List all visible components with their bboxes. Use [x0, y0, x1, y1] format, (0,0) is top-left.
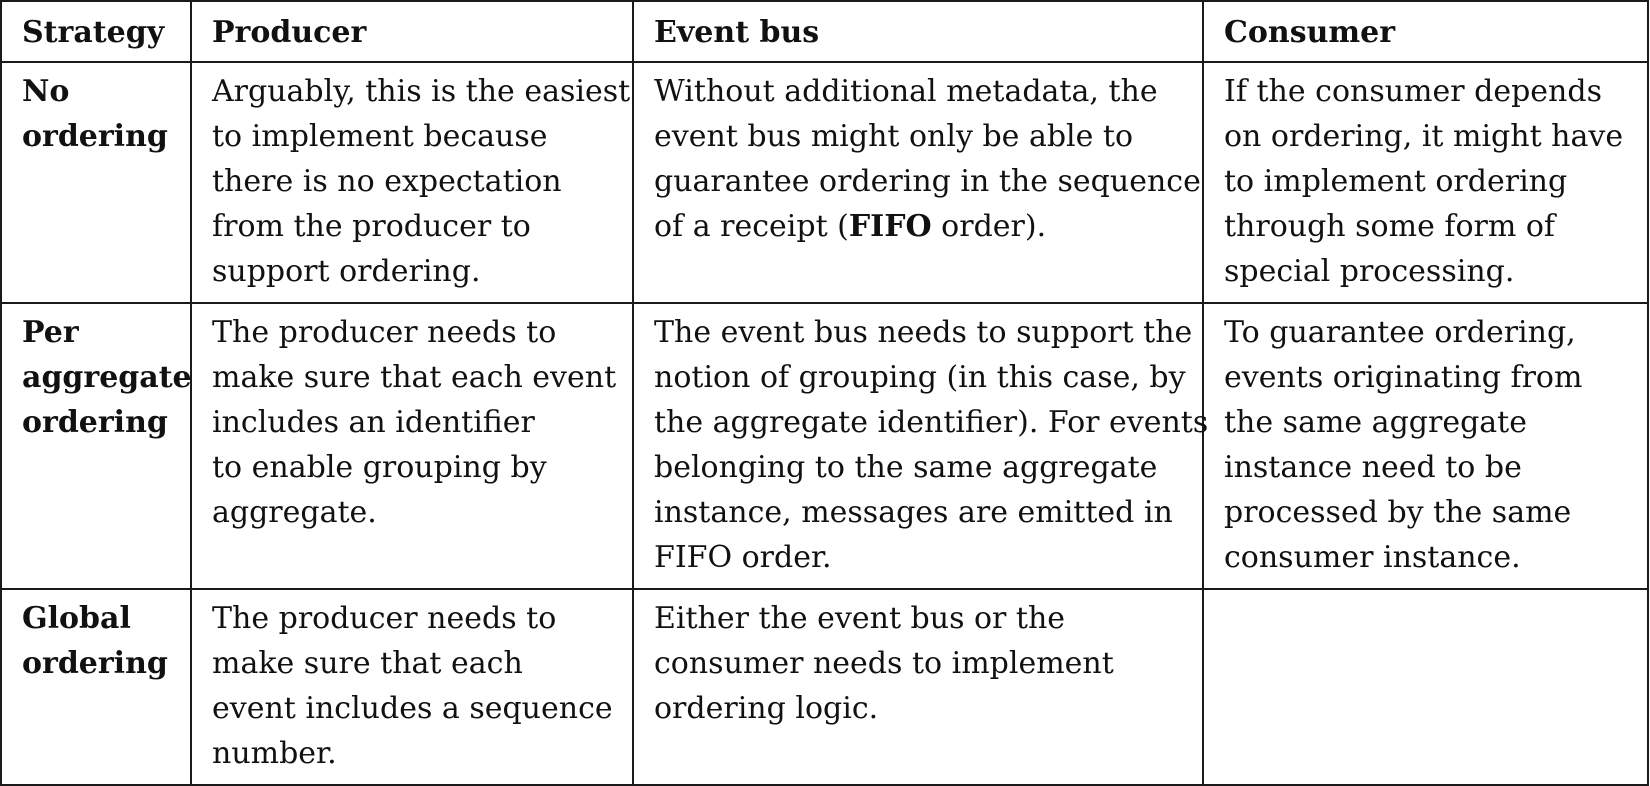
strategy-cell: Global ordering — [0, 588, 192, 786]
strategy-line: aggregate — [22, 360, 192, 395]
cell-line: special processing. — [1224, 254, 1515, 289]
table-row: Per aggregate ordering The producer need… — [0, 302, 1649, 590]
cell-line: guarantee ordering in the sequence — [654, 164, 1201, 199]
producer-cell: The producer needs to make sure that eac… — [190, 588, 634, 786]
cell-line: events originating from — [1224, 360, 1583, 395]
cell-line: instance, messages are emitted in — [654, 495, 1173, 530]
fifo-term: FIFO — [848, 209, 932, 244]
consumer-cell: If the consumer depends on ordering, it … — [1202, 61, 1649, 304]
cell-line: event bus might only be able to — [654, 119, 1134, 154]
cell-line: there is no expectation — [212, 164, 562, 199]
cell-line: support ordering. — [212, 254, 481, 289]
cell-line: The producer needs to — [212, 601, 557, 636]
fifo-suffix: order). — [931, 209, 1047, 244]
cell-line: The producer needs to — [212, 315, 557, 350]
strategy-cell: Per aggregate ordering — [0, 302, 192, 590]
cell-line: includes an identifier — [212, 405, 535, 440]
table-row: Global ordering The producer needs to ma… — [0, 588, 1649, 786]
event-bus-cell: Without additional metadata, the event b… — [632, 61, 1204, 304]
strategy-line: ordering — [22, 405, 168, 440]
producer-cell: The producer needs to make sure that eac… — [190, 302, 634, 590]
cell-line: Arguably, this is the easiest — [212, 74, 631, 109]
strategy-line: ordering — [22, 119, 168, 154]
strategy-cell: No ordering — [0, 61, 192, 304]
cell-line: If the consumer depends — [1224, 74, 1602, 109]
cell-line: To guarantee ordering, — [1224, 315, 1576, 350]
cell-line: make sure that each event — [212, 360, 617, 395]
fifo-prefix: of a receipt ( — [654, 209, 849, 244]
strategy-line: Global — [22, 601, 131, 636]
header-strategy: Strategy — [0, 0, 192, 63]
cell-line: processed by the same — [1224, 495, 1572, 530]
cell-line: instance need to be — [1224, 450, 1522, 485]
producer-cell: Arguably, this is the easiest to impleme… — [190, 61, 634, 304]
cell-line: the same aggregate — [1224, 405, 1527, 440]
cell-line: ordering logic. — [654, 691, 879, 726]
cell-line: Without additional metadata, the — [654, 74, 1158, 109]
event-bus-cell: The event bus needs to support the notio… — [632, 302, 1209, 590]
event-bus-cell: Either the event bus or the consumer nee… — [632, 588, 1204, 786]
cell-line: aggregate. — [212, 495, 377, 530]
header-consumer: Consumer — [1202, 0, 1649, 63]
table-header-row: Strategy Producer Event bus Consumer — [0, 0, 1649, 63]
strategy-line: Per — [22, 315, 79, 350]
cell-line: to implement because — [212, 119, 548, 154]
cell-line: The event bus needs to support the — [654, 315, 1193, 350]
cell-line: make sure that each — [212, 646, 523, 681]
header-event-bus: Event bus — [632, 0, 1204, 63]
cell-line: to enable grouping by — [212, 450, 547, 485]
cell-line-fifo: of a receipt (FIFO order). — [654, 204, 1182, 249]
cell-line: on ordering, it might have — [1224, 119, 1624, 154]
header-producer: Producer — [190, 0, 634, 63]
cell-line: event includes a sequence — [212, 691, 613, 726]
cell-line: notion of grouping (in this case, by — [654, 360, 1186, 395]
cell-line: through some form of — [1224, 209, 1556, 244]
cell-line: to implement ordering — [1224, 164, 1568, 199]
consumer-cell-empty — [1202, 588, 1649, 786]
cell-line: consumer instance. — [1224, 540, 1521, 575]
cell-line: consumer needs to implement — [654, 646, 1114, 681]
strategy-line: No — [22, 74, 70, 109]
cell-line: FIFO order. — [654, 540, 832, 575]
consumer-cell: To guarantee ordering, events originatin… — [1202, 302, 1649, 590]
cell-line: number. — [212, 736, 337, 771]
cell-line: Either the event bus or the — [654, 601, 1066, 636]
cell-line: from the producer to — [212, 209, 531, 244]
cell-line: the aggregate identifier). For events — [654, 405, 1209, 440]
cell-line: belonging to the same aggregate — [654, 450, 1158, 485]
strategy-line: ordering — [22, 646, 168, 681]
table-row: No ordering Arguably, this is the easies… — [0, 61, 1649, 304]
